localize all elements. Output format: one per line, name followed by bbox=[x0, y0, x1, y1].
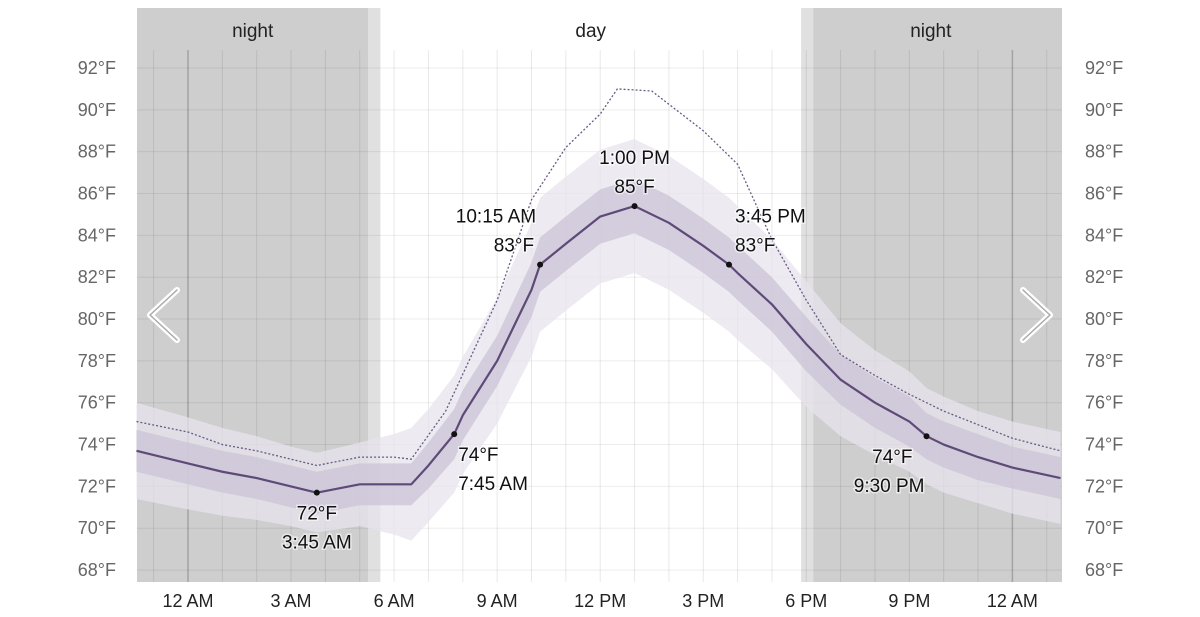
annotation-label: 9:30 PM bbox=[854, 476, 925, 497]
annotation-label: 7:45 AM bbox=[458, 474, 528, 495]
y-axis-left: 92°F 90°F 88°F 86°F 84°F 82°F 80°F 78°F 76°F 74°F… bbox=[78, 58, 116, 580]
y-tick-label: 80°F bbox=[1085, 309, 1123, 329]
x-tick-label: 3 PM bbox=[682, 591, 724, 611]
y-tick-label: 74°F bbox=[1085, 435, 1123, 455]
x-tick-label: 12 PM bbox=[574, 591, 626, 611]
y-tick-label: 78°F bbox=[1085, 351, 1123, 371]
y-tick-label: 88°F bbox=[1085, 142, 1123, 162]
y-tick-label: 84°F bbox=[78, 225, 116, 245]
data-point bbox=[726, 261, 733, 268]
annotation-label: 74°F bbox=[872, 447, 912, 468]
data-point bbox=[923, 433, 930, 440]
data-point bbox=[313, 489, 320, 496]
y-tick-label: 72°F bbox=[1085, 476, 1123, 496]
annotations: 72°F 3:45 AM 74°F 7:45 AM 10:15 AM 83°F 1:00 P… bbox=[280, 147, 926, 556]
y-tick-label: 88°F bbox=[78, 142, 116, 162]
y-tick-label: 90°F bbox=[78, 100, 116, 120]
x-axis: 12 AM 3 AM 6 AM 9 AM 12 PM 3 PM 6 PM 9 PM 12 AM bbox=[162, 591, 1037, 611]
series-temperature bbox=[136, 204, 1061, 494]
y-tick-label: 74°F bbox=[78, 435, 116, 455]
y-tick-label: 82°F bbox=[78, 267, 116, 287]
y-axis-right: 92°F 90°F 88°F 86°F 84°F 82°F 80°F 78°F 76°F 74°F… bbox=[1085, 58, 1123, 580]
y-tick-label: 84°F bbox=[1085, 225, 1123, 245]
y-tick-label: 90°F bbox=[1085, 100, 1123, 120]
annotation-label: 83°F bbox=[494, 236, 534, 257]
x-tick-label: 6 PM bbox=[785, 591, 827, 611]
prev-button[interactable] bbox=[147, 287, 180, 343]
y-tick-label: 68°F bbox=[1085, 560, 1123, 580]
y-tick-label: 92°F bbox=[1085, 58, 1123, 78]
period-label-night: night bbox=[232, 21, 274, 42]
annotation-label: 10:15 AM bbox=[456, 207, 536, 228]
x-tick-label: 12 AM bbox=[162, 591, 213, 611]
y-tick-label: 82°F bbox=[1085, 267, 1123, 287]
x-tick-label: 3 AM bbox=[271, 591, 312, 611]
uncertainty-bands bbox=[136, 139, 1061, 541]
inner-uncertainty-band bbox=[136, 178, 1061, 514]
next-button[interactable] bbox=[1020, 287, 1053, 343]
y-tick-label: 72°F bbox=[78, 476, 116, 496]
data-point bbox=[451, 431, 458, 438]
data-point bbox=[537, 261, 544, 268]
annotation-label: 1:00 PM bbox=[599, 148, 670, 169]
y-tick-label: 86°F bbox=[1085, 184, 1123, 204]
annotation-label: 3:45 AM bbox=[282, 533, 352, 554]
x-tick-label: 9 AM bbox=[477, 591, 518, 611]
x-tick-label: 6 AM bbox=[374, 591, 415, 611]
x-tick-label: 12 AM bbox=[987, 591, 1038, 611]
y-tick-label: 76°F bbox=[1085, 393, 1123, 413]
annotation-label: 72°F bbox=[297, 504, 337, 525]
y-tick-label: 86°F bbox=[78, 184, 116, 204]
period-label-day: day bbox=[575, 21, 606, 42]
annotation-label: 83°F bbox=[735, 236, 775, 257]
annotation-label: 3:45 PM bbox=[735, 207, 806, 228]
annotation-label: 74°F bbox=[458, 445, 498, 466]
data-point bbox=[631, 203, 638, 210]
y-tick-label: 76°F bbox=[78, 393, 116, 413]
y-tick-label: 78°F bbox=[78, 351, 116, 371]
x-tick-label: 9 PM bbox=[888, 591, 930, 611]
y-tick-label: 92°F bbox=[78, 58, 116, 78]
annotation-label: 85°F bbox=[614, 177, 654, 198]
y-tick-label: 80°F bbox=[78, 309, 116, 329]
y-tick-label: 68°F bbox=[78, 560, 116, 580]
period-label-night: night bbox=[910, 21, 952, 42]
y-tick-label: 70°F bbox=[1085, 518, 1123, 538]
y-tick-label: 70°F bbox=[78, 518, 116, 538]
annotation-points bbox=[313, 203, 930, 496]
series-lines bbox=[136, 88, 1061, 494]
